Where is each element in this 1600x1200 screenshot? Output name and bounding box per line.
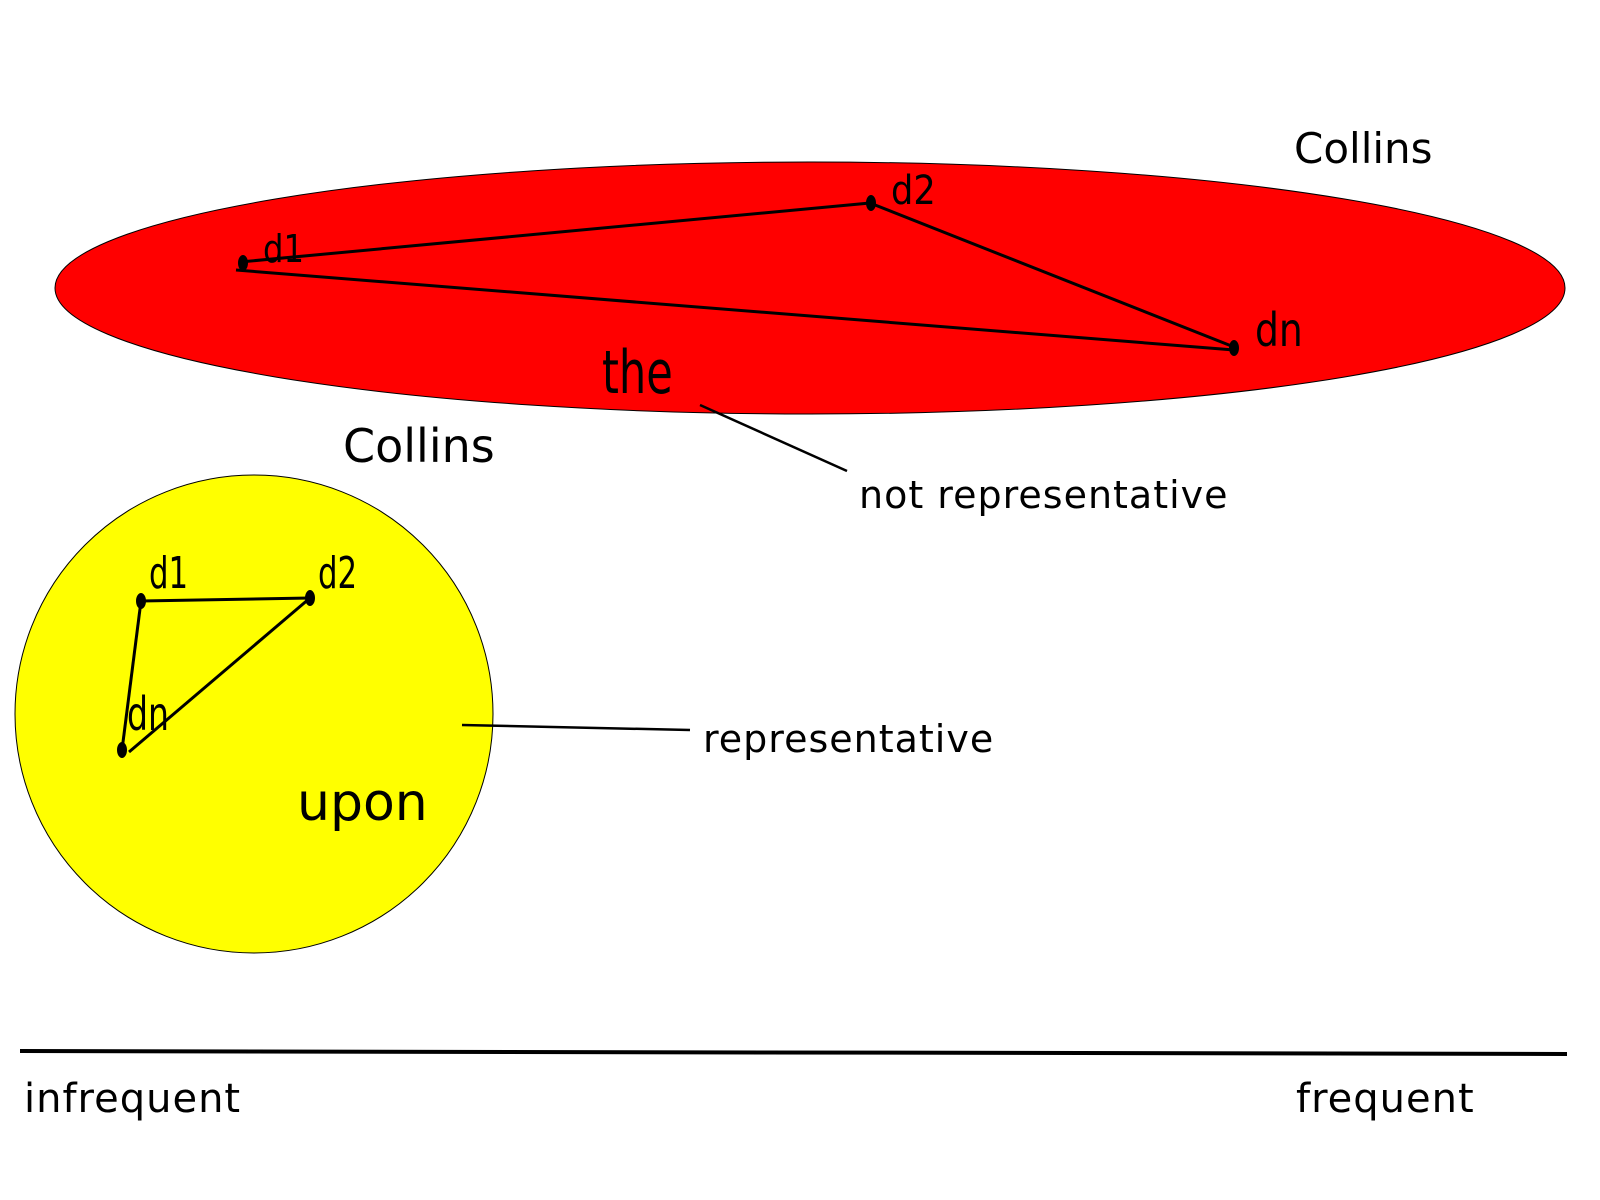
source-label: Collins [343, 419, 495, 473]
edge-d2-dn [128, 596, 311, 754]
node-d1 [136, 593, 146, 609]
annotation-representative: representative [703, 717, 994, 761]
infrequent-cluster: d1 d2 dn upon [14, 474, 494, 954]
node-label-d1: d1 [149, 547, 188, 598]
annotation-leader [699, 403, 848, 473]
axis-line [19, 1049, 1568, 1056]
annotation-not-representative: not representative [859, 473, 1229, 517]
node-label-dn: dn [1255, 303, 1303, 357]
node-label-d1: d1 [263, 228, 304, 272]
infrequent-cluster-circle [14, 474, 494, 954]
node-dn [1229, 340, 1239, 356]
node-label-d2: d2 [318, 547, 357, 598]
edge-d1-dn [235, 268, 1235, 352]
node-d2 [305, 590, 315, 606]
node-label-dn: dn [127, 689, 169, 742]
edge-d2-dn [869, 201, 1235, 349]
frequent-cluster: d1 d2 dn the [54, 161, 1566, 415]
node-d1 [238, 255, 248, 271]
node-d2 [866, 195, 876, 211]
annotation-leader [461, 723, 691, 732]
word-label: the [602, 338, 673, 408]
frequent-cluster-ellipse [54, 161, 1566, 415]
edge-d1-dn [120, 600, 143, 751]
node-dn [117, 742, 127, 758]
word-label: upon [297, 773, 428, 833]
edge-d1-d2 [239, 201, 871, 264]
frequency-axis: infrequent frequent [19, 1049, 1568, 1122]
axis-label-frequent: frequent [1296, 1076, 1475, 1122]
axis-label-infrequent: infrequent [24, 1076, 241, 1122]
source-label: Collins [1294, 124, 1433, 173]
node-label-d2: d2 [891, 167, 936, 214]
edge-d1-d2 [140, 596, 311, 603]
